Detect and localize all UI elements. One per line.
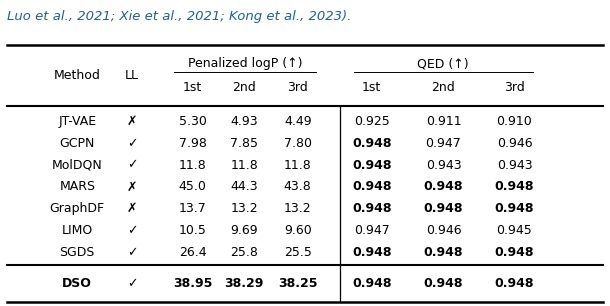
Text: 0.948: 0.948	[352, 277, 392, 290]
Text: 11.8: 11.8	[231, 159, 258, 172]
Text: 10.5: 10.5	[179, 224, 207, 237]
Text: GraphDF: GraphDF	[50, 202, 105, 215]
Text: ✓: ✓	[127, 246, 137, 259]
Text: Method: Method	[54, 69, 101, 82]
Text: 3rd: 3rd	[287, 81, 308, 94]
Text: 1st: 1st	[183, 81, 203, 94]
Text: LL: LL	[125, 69, 139, 82]
Text: 0.947: 0.947	[426, 137, 461, 150]
Text: 0.943: 0.943	[497, 159, 533, 172]
Text: 13.7: 13.7	[179, 202, 207, 215]
Text: 0.943: 0.943	[426, 159, 461, 172]
Text: 25.5: 25.5	[284, 246, 312, 259]
Text: 4.93: 4.93	[231, 115, 258, 128]
Text: ✗: ✗	[127, 181, 137, 193]
Text: ✓: ✓	[127, 159, 137, 172]
Text: 9.69: 9.69	[231, 224, 258, 237]
Text: 0.911: 0.911	[426, 115, 461, 128]
Text: JT-VAE: JT-VAE	[58, 115, 96, 128]
Text: GCPN: GCPN	[60, 137, 95, 150]
Text: ✓: ✓	[127, 137, 137, 150]
Text: 0.948: 0.948	[352, 181, 392, 193]
Text: 0.910: 0.910	[497, 115, 533, 128]
Text: 7.98: 7.98	[179, 137, 207, 150]
Text: 11.8: 11.8	[284, 159, 312, 172]
Text: 0.945: 0.945	[497, 224, 533, 237]
Text: ✗: ✗	[127, 202, 137, 215]
Text: 38.25: 38.25	[278, 277, 317, 290]
Text: 0.948: 0.948	[495, 181, 534, 193]
Text: 7.80: 7.80	[284, 137, 312, 150]
Text: 3rd: 3rd	[504, 81, 525, 94]
Text: QED (↑): QED (↑)	[417, 57, 469, 70]
Text: Penalized logP (↑): Penalized logP (↑)	[188, 57, 303, 70]
Text: ✓: ✓	[127, 224, 137, 237]
Text: 0.948: 0.948	[495, 246, 534, 259]
Text: 7.85: 7.85	[231, 137, 258, 150]
Text: Luo et al., 2021; Xie et al., 2021; Kong et al., 2023).: Luo et al., 2021; Xie et al., 2021; Kong…	[7, 10, 352, 24]
Text: 0.948: 0.948	[352, 137, 392, 150]
Text: 0.948: 0.948	[424, 277, 463, 290]
Text: 45.0: 45.0	[179, 181, 207, 193]
Text: 0.925: 0.925	[354, 115, 390, 128]
Text: 0.948: 0.948	[352, 159, 392, 172]
Text: SGDS: SGDS	[60, 246, 95, 259]
Text: 0.946: 0.946	[426, 224, 461, 237]
Text: 26.4: 26.4	[179, 246, 206, 259]
Text: 4.49: 4.49	[284, 115, 312, 128]
Text: ✗: ✗	[127, 115, 137, 128]
Text: 0.948: 0.948	[424, 202, 463, 215]
Text: 0.948: 0.948	[352, 202, 392, 215]
Text: 38.95: 38.95	[173, 277, 212, 290]
Text: 11.8: 11.8	[179, 159, 207, 172]
Text: 0.948: 0.948	[352, 246, 392, 259]
Text: 25.8: 25.8	[231, 246, 258, 259]
Text: DSO: DSO	[62, 277, 92, 290]
Text: 0.946: 0.946	[497, 137, 533, 150]
Text: 9.60: 9.60	[284, 224, 312, 237]
Text: 2nd: 2nd	[431, 81, 455, 94]
Text: 0.948: 0.948	[424, 181, 463, 193]
Text: 0.948: 0.948	[495, 277, 534, 290]
Text: 44.3: 44.3	[231, 181, 258, 193]
Text: 0.948: 0.948	[424, 246, 463, 259]
Text: LIMO: LIMO	[62, 224, 93, 237]
Text: 2nd: 2nd	[232, 81, 256, 94]
Text: 13.2: 13.2	[284, 202, 312, 215]
Text: 1st: 1st	[362, 81, 381, 94]
Text: ✓: ✓	[127, 277, 137, 290]
Text: 13.2: 13.2	[231, 202, 258, 215]
Text: 38.29: 38.29	[224, 277, 264, 290]
Text: MolDQN: MolDQN	[52, 159, 102, 172]
Text: 43.8: 43.8	[284, 181, 312, 193]
Text: 5.30: 5.30	[179, 115, 207, 128]
Text: 0.948: 0.948	[495, 202, 534, 215]
Text: 0.947: 0.947	[354, 224, 390, 237]
Text: MARS: MARS	[59, 181, 95, 193]
